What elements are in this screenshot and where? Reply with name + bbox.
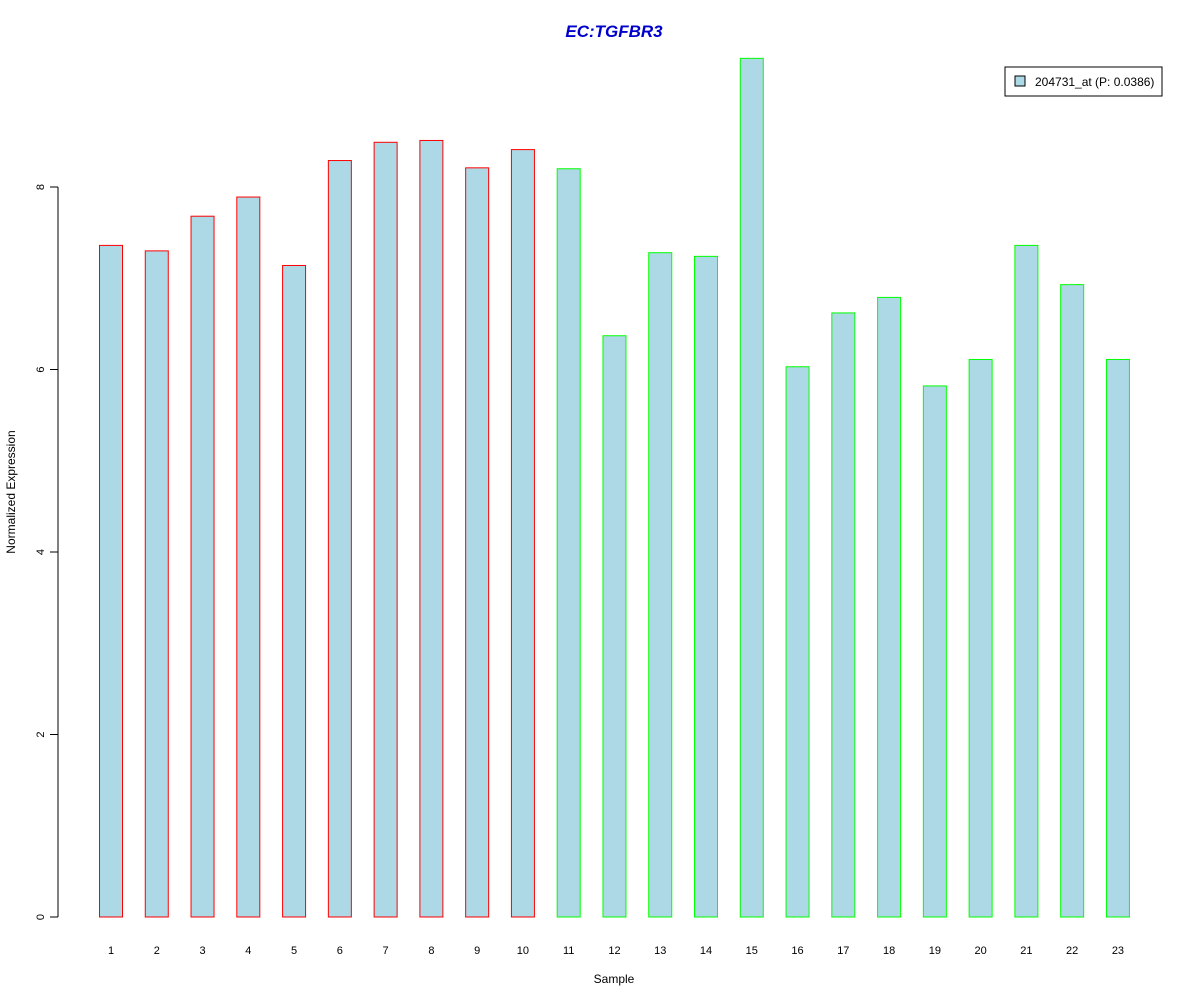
bar-sample-4 bbox=[236, 196, 261, 918]
bar-sample-11 bbox=[556, 168, 581, 918]
x-tick-label: 21 bbox=[1020, 945, 1032, 957]
y-tick-label: 4 bbox=[35, 549, 47, 555]
y-axis-label: Normalized Expression bbox=[4, 430, 18, 553]
bar-sample-10 bbox=[510, 149, 535, 918]
x-tick-label: 10 bbox=[517, 945, 529, 957]
x-tick-label: 19 bbox=[929, 945, 941, 957]
bar-sample-13 bbox=[648, 252, 673, 918]
x-tick-label: 16 bbox=[791, 945, 803, 957]
legend-swatch bbox=[1014, 75, 1026, 87]
bar-sample-6 bbox=[327, 160, 352, 918]
bar-sample-2 bbox=[144, 250, 169, 918]
bar-sample-12 bbox=[602, 335, 627, 918]
bar-sample-20 bbox=[968, 358, 993, 918]
x-tick-label: 1 bbox=[108, 945, 114, 957]
bar-sample-18 bbox=[877, 296, 902, 918]
x-tick-label: 22 bbox=[1066, 945, 1078, 957]
bar-sample-22 bbox=[1060, 284, 1085, 918]
legend-box bbox=[1004, 66, 1163, 97]
bar-sample-17 bbox=[831, 312, 856, 918]
bar-sample-19 bbox=[922, 385, 947, 918]
bar-sample-7 bbox=[373, 141, 398, 918]
bar-sample-5 bbox=[282, 264, 307, 918]
bar-sample-1 bbox=[99, 244, 123, 918]
y-tick-label: 6 bbox=[35, 366, 47, 372]
x-tick-label: 3 bbox=[199, 945, 205, 957]
x-axis-label: Sample bbox=[594, 972, 635, 986]
x-tick-label: 23 bbox=[1112, 945, 1124, 957]
bar-sample-21 bbox=[1014, 244, 1039, 918]
bar-sample-15 bbox=[739, 57, 764, 918]
legend: 204731_at (P: 0.0386) bbox=[1004, 66, 1163, 97]
x-tick-label: 2 bbox=[154, 945, 160, 957]
x-tick-label: 9 bbox=[474, 945, 480, 957]
legend-label: 204731_at (P: 0.0386) bbox=[1035, 75, 1154, 89]
x-axis-tick-labels: 1 2 3 4 5 6 7 8 9 10 11 12 13 14 15 16 17 18 19 20 21 22 23 bbox=[108, 945, 1124, 957]
bar-sample-16 bbox=[785, 366, 810, 918]
chart-title: EC:TGFBR3 bbox=[565, 22, 663, 41]
bar-sample-8 bbox=[419, 139, 444, 918]
y-tick-label: 0 bbox=[35, 914, 47, 920]
x-tick-label: 8 bbox=[428, 945, 434, 957]
x-tick-label: 17 bbox=[837, 945, 849, 957]
x-tick-label: 5 bbox=[291, 945, 297, 957]
x-tick-label: 11 bbox=[563, 945, 574, 957]
bar-sample-3 bbox=[190, 215, 215, 918]
x-tick-label: 4 bbox=[245, 945, 251, 957]
x-tick-label: 18 bbox=[883, 945, 895, 957]
x-tick-label: 14 bbox=[700, 945, 712, 957]
y-axis-ticks: 0 2 4 6 8 bbox=[35, 184, 58, 920]
bar-sample-9 bbox=[465, 167, 490, 918]
bar-sample-14 bbox=[694, 255, 719, 918]
y-tick-label: 8 bbox=[35, 184, 47, 190]
x-tick-label: 15 bbox=[746, 945, 758, 957]
y-tick-label: 2 bbox=[35, 731, 47, 737]
bar-sample-23 bbox=[1105, 358, 1130, 918]
bars-group bbox=[99, 57, 1130, 918]
x-tick-label: 12 bbox=[608, 945, 620, 957]
x-tick-label: 13 bbox=[654, 945, 666, 957]
x-tick-label: 20 bbox=[975, 945, 987, 957]
x-tick-label: 6 bbox=[337, 945, 343, 957]
x-tick-label: 7 bbox=[383, 945, 389, 957]
